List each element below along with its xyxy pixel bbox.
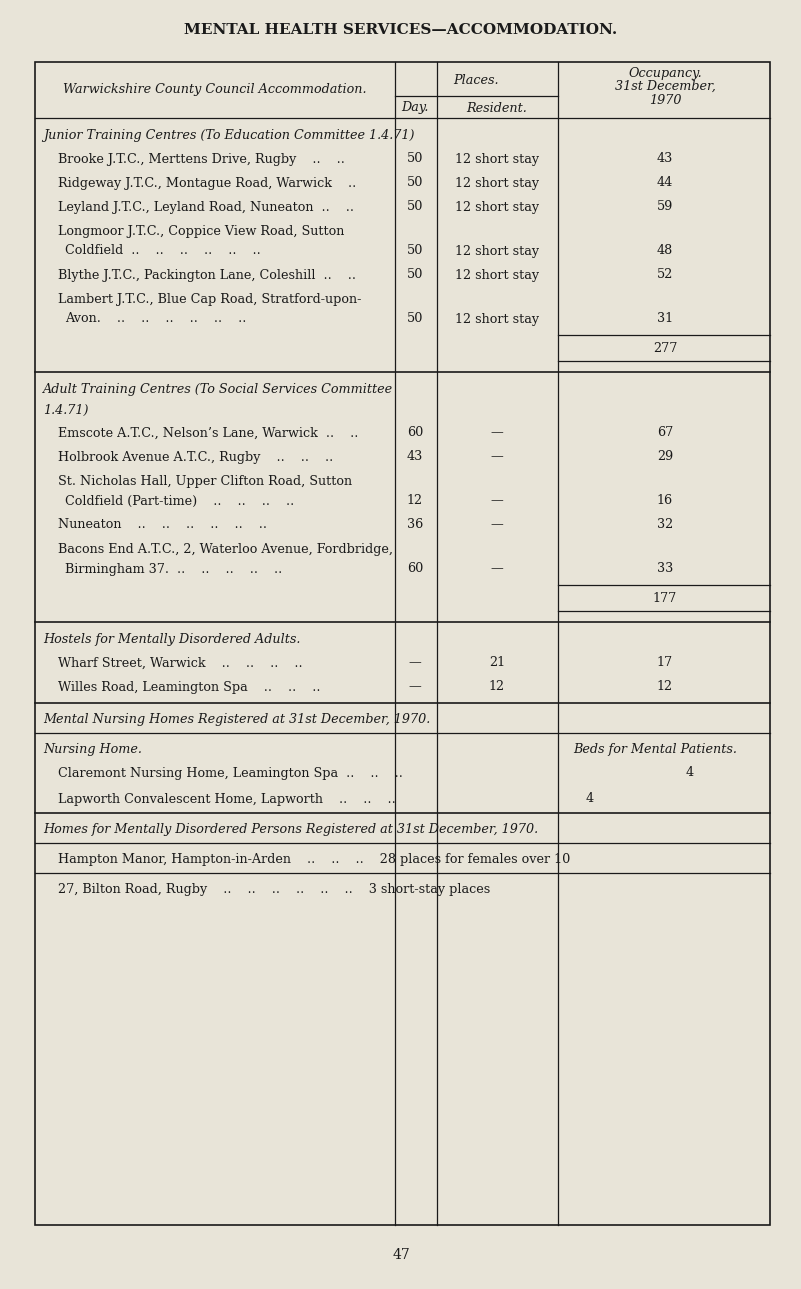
Text: 16: 16 [657,495,673,508]
Text: Coldfield (Part-time)    ..    ..    ..    ..: Coldfield (Part-time) .. .. .. .. [65,495,294,508]
Text: Day.: Day. [401,102,429,115]
Text: Birmingham 37.  ..    ..    ..    ..    ..: Birmingham 37. .. .. .. .. .. [65,562,282,575]
Text: Adult Training Centres (To Social Services Committee: Adult Training Centres (To Social Servic… [43,384,393,397]
Text: Hostels for Mentally Disordered Adults.: Hostels for Mentally Disordered Adults. [43,633,300,647]
Text: 177: 177 [653,592,677,605]
Text: Resident.: Resident. [467,102,527,115]
Text: Occupancy.: Occupancy. [628,67,702,80]
Text: 4: 4 [586,793,594,806]
Text: Junior Training Centres (To Education Committee 1.4.71): Junior Training Centres (To Education Co… [43,129,414,143]
Text: 12 short stay: 12 short stay [455,245,539,258]
Text: Beds for Mental Patients.: Beds for Mental Patients. [573,742,737,755]
Text: Ridgeway J.T.C., Montague Road, Warwick    ..: Ridgeway J.T.C., Montague Road, Warwick … [58,177,356,189]
Text: 50: 50 [407,245,423,258]
Text: Claremont Nursing Home, Leamington Spa  ..    ..    ..: Claremont Nursing Home, Leamington Spa .… [58,767,403,780]
Text: 12: 12 [489,681,505,693]
Text: —: — [491,427,503,440]
Text: Leyland J.T.C., Leyland Road, Nuneaton  ..    ..: Leyland J.T.C., Leyland Road, Nuneaton .… [58,201,354,214]
Text: 27, Bilton Road, Rugby    ..    ..    ..    ..    ..    ..    3 short-stay place: 27, Bilton Road, Rugby .. .. .. .. .. ..… [58,883,490,896]
Text: Homes for Mentally Disordered Persons Registered at 31st December, 1970.: Homes for Mentally Disordered Persons Re… [43,822,538,835]
Text: 50: 50 [407,268,423,281]
Text: 12 short stay: 12 short stay [455,201,539,214]
Text: Hampton Manor, Hampton-in-Arden    ..    ..    ..    28 places for females over : Hampton Manor, Hampton-in-Arden .. .. ..… [58,852,570,865]
Text: —: — [491,495,503,508]
Text: 47: 47 [392,1248,410,1262]
Text: 277: 277 [653,342,677,354]
Text: —: — [409,681,421,693]
Text: 12 short stay: 12 short stay [455,268,539,281]
Text: 43: 43 [407,450,423,464]
Text: 4: 4 [686,767,694,780]
Text: 12: 12 [657,681,673,693]
Text: 31st December,: 31st December, [614,80,715,93]
Text: 50: 50 [407,201,423,214]
Text: Nursing Home.: Nursing Home. [43,742,142,755]
Text: 48: 48 [657,245,673,258]
Text: 52: 52 [657,268,673,281]
Text: Blythe J.T.C., Packington Lane, Coleshill  ..    ..: Blythe J.T.C., Packington Lane, Coleshil… [58,268,356,281]
Text: 50: 50 [407,152,423,165]
Text: Lapworth Convalescent Home, Lapworth    ..    ..    ..: Lapworth Convalescent Home, Lapworth .. … [58,793,396,806]
Text: Wharf Street, Warwick    ..    ..    ..    ..: Wharf Street, Warwick .. .. .. .. [58,656,303,669]
Text: 31: 31 [657,312,673,326]
Text: Places.: Places. [453,73,499,86]
Text: Lambert J.T.C., Blue Cap Road, Stratford-upon-: Lambert J.T.C., Blue Cap Road, Stratford… [58,293,361,305]
Text: 12 short stay: 12 short stay [455,312,539,326]
Text: 60: 60 [407,562,423,575]
Text: Holbrook Avenue A.T.C., Rugby    ..    ..    ..: Holbrook Avenue A.T.C., Rugby .. .. .. [58,450,333,464]
Text: 17: 17 [657,656,673,669]
Text: 59: 59 [657,201,673,214]
Text: 1970: 1970 [649,94,681,107]
Text: Brooke J.T.C., Merttens Drive, Rugby    ..    ..: Brooke J.T.C., Merttens Drive, Rugby .. … [58,152,345,165]
Text: 12 short stay: 12 short stay [455,152,539,165]
Text: Emscote A.T.C., Nelson’s Lane, Warwick  ..    ..: Emscote A.T.C., Nelson’s Lane, Warwick .… [58,427,358,440]
Text: —: — [491,518,503,531]
Text: 50: 50 [407,177,423,189]
Text: 1.4.71): 1.4.71) [43,403,88,416]
Text: 50: 50 [407,312,423,326]
Text: —: — [491,450,503,464]
Text: 67: 67 [657,427,673,440]
Text: 12: 12 [407,495,423,508]
Text: 36: 36 [407,518,423,531]
Text: Coldfield  ..    ..    ..    ..    ..    ..: Coldfield .. .. .. .. .. .. [65,245,261,258]
Text: MENTAL HEALTH SERVICES—ACCOMMODATION.: MENTAL HEALTH SERVICES—ACCOMMODATION. [184,23,618,37]
Text: St. Nicholas Hall, Upper Clifton Road, Sutton: St. Nicholas Hall, Upper Clifton Road, S… [58,474,352,487]
Text: Avon.    ..    ..    ..    ..    ..    ..: Avon. .. .. .. .. .. .. [65,312,247,326]
Text: Mental Nursing Homes Registered at 31st December, 1970.: Mental Nursing Homes Registered at 31st … [43,713,430,726]
Text: 12 short stay: 12 short stay [455,177,539,189]
Text: Warwickshire County Council Accommodation.: Warwickshire County Council Accommodatio… [63,84,367,97]
Text: 60: 60 [407,427,423,440]
Text: 29: 29 [657,450,673,464]
Text: 32: 32 [657,518,673,531]
Text: 21: 21 [489,656,505,669]
Text: —: — [409,656,421,669]
Text: 33: 33 [657,562,673,575]
Text: —: — [491,562,503,575]
Text: Longmoor J.T.C., Coppice View Road, Sutton: Longmoor J.T.C., Coppice View Road, Sutt… [58,224,344,237]
Text: Willes Road, Leamington Spa    ..    ..    ..: Willes Road, Leamington Spa .. .. .. [58,681,320,693]
Text: 43: 43 [657,152,673,165]
Text: Bacons End A.T.C., 2, Waterloo Avenue, Fordbridge,: Bacons End A.T.C., 2, Waterloo Avenue, F… [58,543,393,556]
Text: Nuneaton    ..    ..    ..    ..    ..    ..: Nuneaton .. .. .. .. .. .. [58,518,267,531]
Text: 44: 44 [657,177,673,189]
